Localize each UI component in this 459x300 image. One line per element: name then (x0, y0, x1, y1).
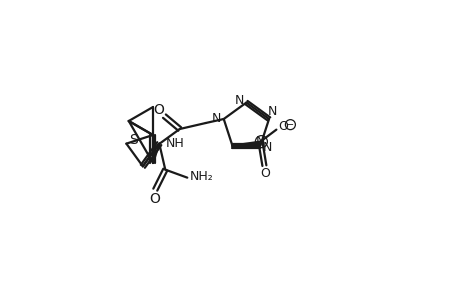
Text: N: N (255, 135, 264, 148)
Text: NH₂: NH₂ (189, 170, 213, 183)
Text: N: N (267, 104, 276, 118)
Text: O: O (278, 120, 288, 133)
Text: O: O (153, 103, 163, 117)
Text: N: N (262, 141, 271, 154)
Text: NH: NH (165, 136, 184, 149)
Text: S: S (129, 133, 137, 147)
Text: N: N (212, 112, 221, 124)
Text: O: O (149, 192, 159, 206)
Text: O: O (260, 167, 270, 180)
Text: N: N (234, 94, 244, 107)
Text: +: + (258, 139, 264, 145)
Text: −: − (285, 120, 294, 130)
